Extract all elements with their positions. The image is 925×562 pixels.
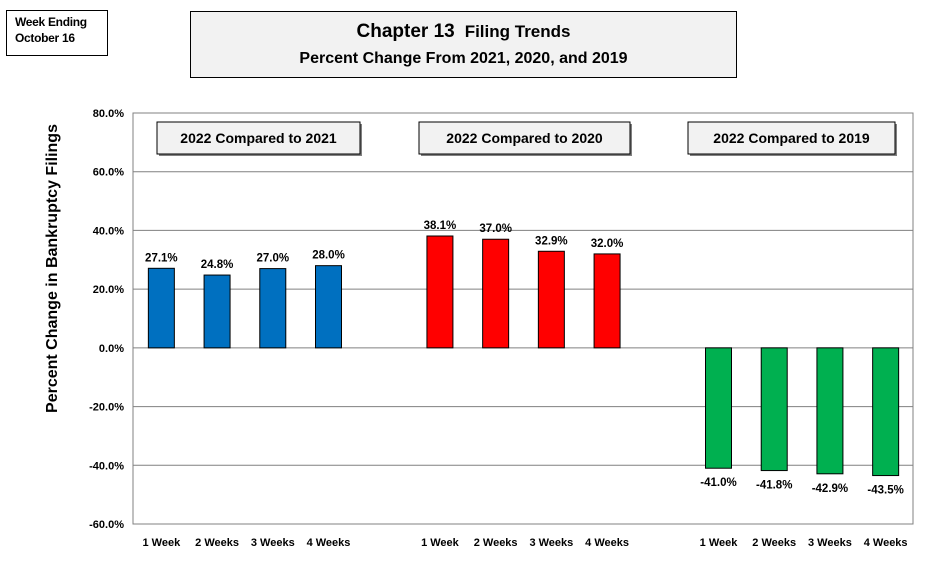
bar: [537, 250, 565, 349]
x-tick-label: 2 Weeks: [195, 537, 239, 549]
bar: [426, 235, 454, 349]
data-label: -41.8%: [756, 480, 792, 492]
group-label: 2022 Compared to 2020: [446, 130, 603, 146]
chart-title-box: Chapter 13 Percent Change From 2021, 2020…: [190, 11, 737, 78]
data-label: 28.0%: [312, 250, 345, 262]
bar: [259, 268, 287, 349]
bar: [315, 265, 342, 349]
y-axis-label: Percent Change in Bankruptcy Filings: [44, 124, 61, 413]
x-tick-label: 3 Weeks: [251, 537, 295, 549]
x-tick-label: 3 Weeks: [808, 537, 852, 549]
plot-border: [132, 112, 914, 525]
group-label: 2022 Compared to 2019: [713, 130, 870, 146]
week-ending-box: Week Ending October 16: [6, 10, 108, 56]
x-tick-label: 1 Week: [142, 537, 181, 549]
y-tick-label: -40.0%: [89, 460, 124, 472]
group-label: 2022 Compared to 2021: [180, 130, 337, 146]
bar: [593, 253, 621, 349]
x-tick-label: 4 Weeks: [307, 537, 351, 549]
chart-title-main: Chapter 13: [356, 21, 455, 42]
week-ending-label: Week Ending: [15, 15, 87, 29]
week-ending-date: October 16: [15, 31, 75, 45]
data-label: -43.5%: [867, 485, 903, 497]
data-label: 24.8%: [201, 259, 234, 271]
bar: [872, 347, 900, 477]
data-label: -41.0%: [700, 477, 736, 489]
data-label: 27.0%: [256, 253, 289, 265]
data-label: 32.0%: [591, 238, 624, 250]
y-tick-label: 0.0%: [99, 343, 124, 355]
y-tick-label: 60.0%: [93, 167, 124, 179]
bar: [147, 267, 175, 349]
y-tick-label: 20.0%: [93, 284, 124, 296]
data-label: 32.9%: [535, 235, 568, 247]
x-tick-label: 4 Weeks: [585, 537, 629, 549]
data-label: 27.1%: [145, 252, 178, 264]
y-tick-label: 40.0%: [93, 225, 124, 237]
plot-area: [133, 113, 913, 524]
x-tick-label: 1 Week: [700, 537, 739, 549]
chart-title-secondary: Filing Trends: [464, 22, 571, 41]
bar: [482, 238, 510, 349]
x-tick-label: 4 Weeks: [864, 537, 908, 549]
bar: [760, 347, 788, 472]
data-label: 37.0%: [479, 223, 512, 235]
y-tick-label: -60.0%: [89, 519, 124, 531]
x-tick-label: 2 Weeks: [752, 537, 796, 549]
x-tick-label: 3 Weeks: [529, 537, 573, 549]
group-label-box: [156, 121, 361, 155]
chart-title: Chapter 13Percent Change From 2021, 2020…: [191, 21, 736, 43]
bar: [816, 347, 844, 475]
data-label: -42.9%: [812, 483, 848, 495]
x-tick-label: 2 Weeks: [474, 537, 518, 549]
group-label-box: [418, 121, 631, 155]
y-tick-label: -20.0%: [89, 402, 124, 414]
group-label-box: [687, 121, 896, 155]
bar: [705, 347, 732, 469]
data-label: 38.1%: [424, 220, 457, 232]
bar: [203, 274, 231, 349]
chart-subtitle: Percent Change From 2021, 2020, and 2019: [299, 50, 628, 67]
y-tick-label: 80.0%: [93, 108, 124, 120]
x-tick-label: 1 Week: [421, 537, 460, 549]
